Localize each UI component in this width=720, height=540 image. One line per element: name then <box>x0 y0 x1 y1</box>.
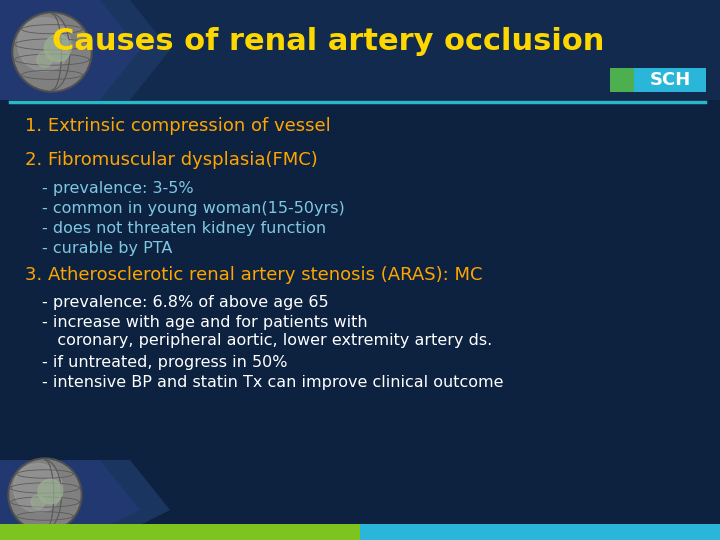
Polygon shape <box>0 0 140 100</box>
Circle shape <box>14 463 63 512</box>
Text: Causes of renal artery occlusion: Causes of renal artery occlusion <box>52 28 604 57</box>
FancyBboxPatch shape <box>610 68 634 92</box>
Circle shape <box>12 12 92 92</box>
Text: - prevalence: 3-5%: - prevalence: 3-5% <box>42 180 194 195</box>
Circle shape <box>38 480 63 504</box>
Text: - prevalence: 6.8% of above age 65: - prevalence: 6.8% of above age 65 <box>42 295 328 310</box>
Text: - does not threaten kidney function: - does not threaten kidney function <box>42 220 326 235</box>
FancyBboxPatch shape <box>0 0 720 100</box>
Text: - common in young woman(15-50yrs): - common in young woman(15-50yrs) <box>42 200 345 215</box>
FancyBboxPatch shape <box>0 524 360 540</box>
Circle shape <box>8 458 82 532</box>
Polygon shape <box>0 460 170 530</box>
FancyBboxPatch shape <box>360 524 720 540</box>
Text: coronary, peripheral aortic, lower extremity artery ds.: coronary, peripheral aortic, lower extre… <box>42 333 492 348</box>
Text: - curable by PTA: - curable by PTA <box>42 240 172 255</box>
Text: - if untreated, progress in 50%: - if untreated, progress in 50% <box>42 355 287 370</box>
Circle shape <box>18 18 71 71</box>
Circle shape <box>37 52 52 67</box>
Text: - increase with age and for patients with: - increase with age and for patients wit… <box>42 315 368 330</box>
Text: 2. Fibromuscular dysplasia(FMC): 2. Fibromuscular dysplasia(FMC) <box>25 151 318 169</box>
Text: 3. Atherosclerotic renal artery stenosis (ARAS): MC: 3. Atherosclerotic renal artery stenosis… <box>25 266 482 284</box>
Circle shape <box>10 460 80 530</box>
Text: 1. Extrinsic compression of vessel: 1. Extrinsic compression of vessel <box>25 117 330 135</box>
Text: - intensive BP and statin Tx can improve clinical outcome: - intensive BP and statin Tx can improve… <box>42 375 503 390</box>
Circle shape <box>14 14 90 90</box>
Polygon shape <box>0 460 140 530</box>
Polygon shape <box>0 0 170 100</box>
Circle shape <box>31 495 45 509</box>
Text: SCH: SCH <box>649 71 690 89</box>
FancyBboxPatch shape <box>634 68 706 92</box>
Circle shape <box>45 35 71 62</box>
